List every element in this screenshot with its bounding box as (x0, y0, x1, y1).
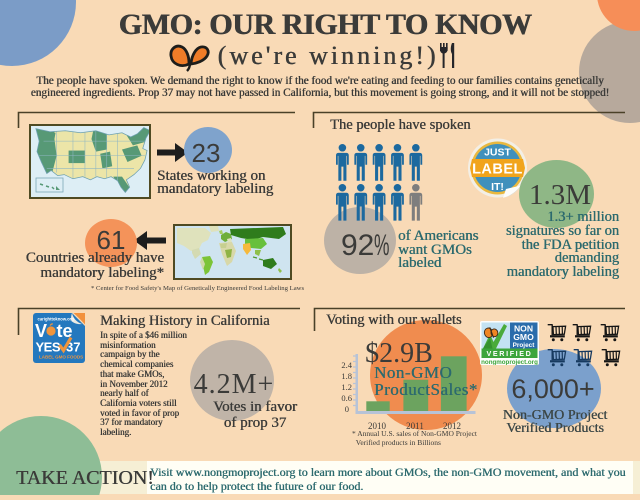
svg-text:Project: Project (513, 342, 536, 349)
svg-text:JUST: JUST (484, 147, 511, 159)
svg-text:te: te (57, 321, 73, 341)
svg-text:GMO: GMO (513, 332, 534, 342)
svg-text:1.8: 1.8 (341, 371, 352, 381)
svg-text:carighttoknow.org: carighttoknow.org (38, 317, 75, 322)
svg-text:2.4: 2.4 (341, 360, 352, 370)
svg-text:LABEL: LABEL (472, 162, 523, 178)
svg-text:1.2: 1.2 (341, 382, 352, 392)
svg-text:37: 37 (66, 340, 80, 355)
svg-text:V: V (35, 321, 47, 341)
svg-text:VERIFIED: VERIFIED (487, 349, 533, 358)
svg-text:LABEL GMO FOODS: LABEL GMO FOODS (39, 355, 83, 360)
svg-text:YES: YES (36, 340, 61, 355)
svg-text:0: 0 (345, 404, 349, 414)
svg-text:0.6: 0.6 (341, 393, 352, 403)
svg-text:IT!: IT! (491, 181, 504, 193)
svg-text:NON: NON (514, 324, 533, 334)
svg-text:nongmoproject.org: nongmoproject.org (481, 359, 538, 365)
